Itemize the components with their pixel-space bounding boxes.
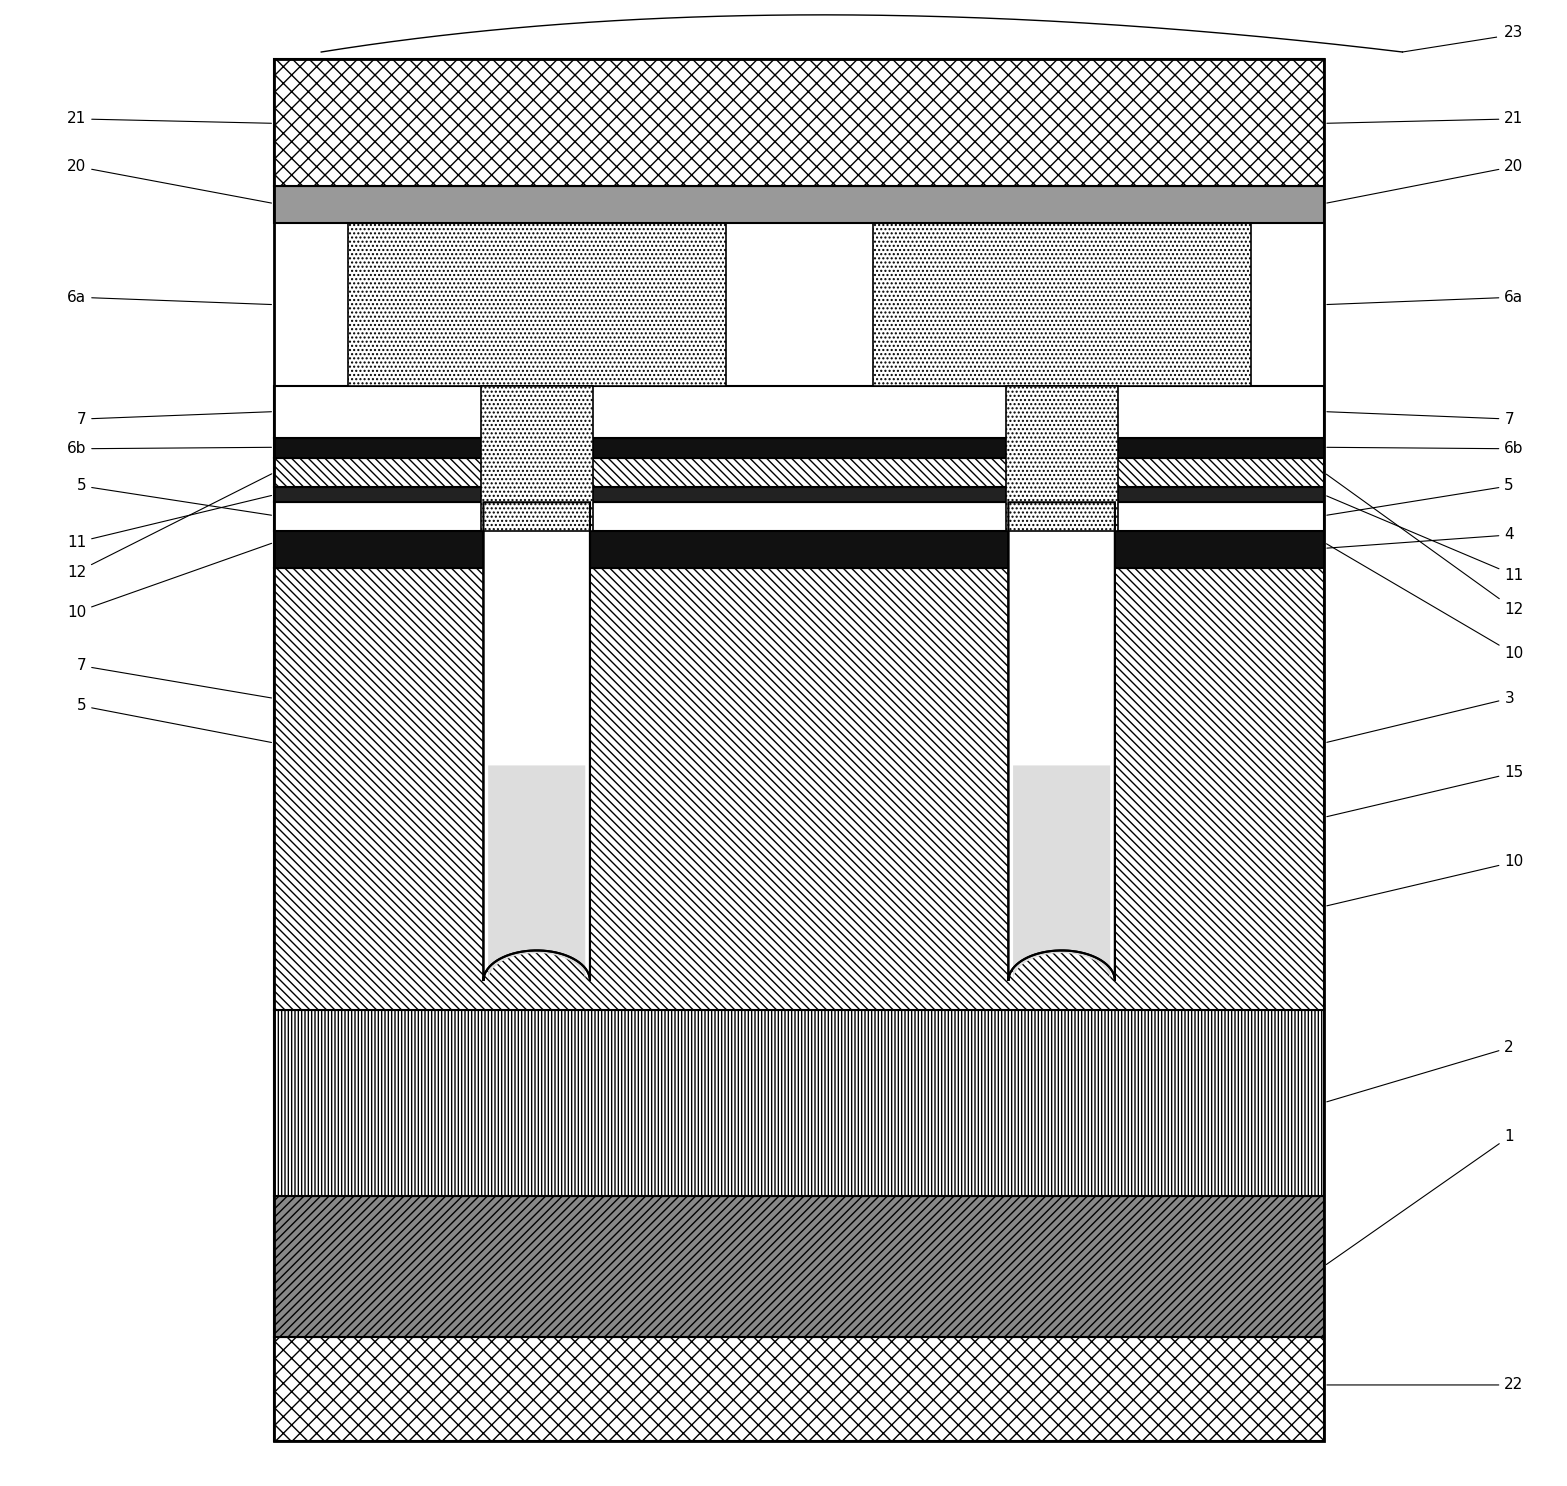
Bar bbox=[274, 1337, 1324, 1441]
Text: 10: 10 bbox=[67, 544, 271, 620]
Text: 22: 22 bbox=[1327, 1378, 1523, 1392]
Polygon shape bbox=[1009, 502, 1116, 981]
Text: 20: 20 bbox=[1327, 159, 1523, 204]
Bar bbox=[1006, 386, 1117, 531]
Text: 4: 4 bbox=[1327, 528, 1514, 548]
Text: 3: 3 bbox=[1327, 691, 1514, 743]
Text: 6b: 6b bbox=[1327, 441, 1523, 456]
Text: 6a: 6a bbox=[1327, 290, 1523, 305]
Text: 10: 10 bbox=[1327, 544, 1523, 661]
Polygon shape bbox=[489, 765, 586, 981]
Text: 12: 12 bbox=[1326, 474, 1523, 617]
Polygon shape bbox=[489, 502, 586, 765]
Polygon shape bbox=[1012, 502, 1109, 765]
Text: 7: 7 bbox=[77, 412, 271, 426]
Text: 21: 21 bbox=[1327, 111, 1523, 126]
Text: 7: 7 bbox=[1327, 412, 1514, 426]
Polygon shape bbox=[483, 502, 589, 981]
Bar bbox=[274, 438, 1324, 458]
Text: 15: 15 bbox=[1327, 765, 1523, 817]
Text: 5: 5 bbox=[77, 478, 271, 516]
Text: 23: 23 bbox=[1504, 25, 1523, 40]
Text: 10: 10 bbox=[1327, 854, 1523, 906]
Bar bbox=[274, 59, 1324, 186]
Text: 11: 11 bbox=[67, 495, 271, 550]
Bar bbox=[481, 386, 592, 531]
Bar bbox=[274, 502, 1324, 531]
Bar bbox=[873, 223, 1250, 386]
Bar bbox=[274, 186, 1324, 223]
Polygon shape bbox=[1012, 765, 1109, 981]
Text: 11: 11 bbox=[1327, 496, 1523, 583]
Bar bbox=[348, 223, 726, 386]
Text: 1: 1 bbox=[1326, 1129, 1514, 1265]
Text: 21: 21 bbox=[67, 111, 271, 126]
Bar bbox=[274, 568, 1324, 1010]
Bar bbox=[274, 531, 1324, 568]
Text: 6b: 6b bbox=[67, 441, 271, 456]
Bar bbox=[274, 1196, 1324, 1337]
Text: 7: 7 bbox=[77, 658, 271, 698]
Bar bbox=[274, 1010, 1324, 1196]
Bar bbox=[274, 458, 1324, 487]
Text: 6a: 6a bbox=[67, 290, 271, 305]
Text: 2: 2 bbox=[1327, 1040, 1514, 1101]
Bar bbox=[274, 386, 1324, 438]
Text: 20: 20 bbox=[67, 159, 271, 204]
Bar bbox=[274, 59, 1324, 1441]
Text: 12: 12 bbox=[67, 474, 271, 580]
Bar bbox=[274, 487, 1324, 502]
Text: 5: 5 bbox=[77, 698, 271, 743]
Text: 5: 5 bbox=[1327, 478, 1514, 516]
